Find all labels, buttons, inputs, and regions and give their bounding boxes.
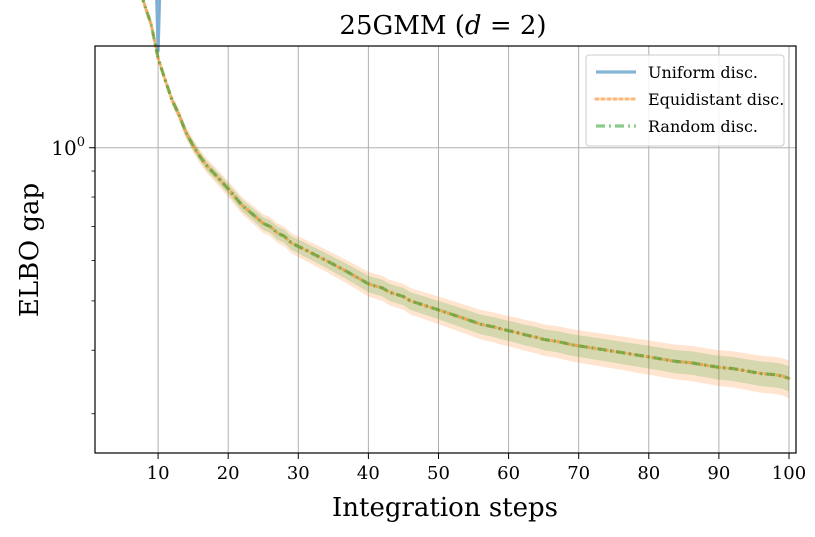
plot-frame [94,45,797,454]
legend: Uniform disc. Equidistant disc. Random dis… [585,54,785,147]
chart-title-prefix: 25GMM ( [339,11,465,41]
chart-title: 25GMM (d = 2) [339,11,546,41]
x-tick-label: 90 [707,463,730,484]
chart-title-variable: d [465,11,482,41]
x-tick-label: 60 [497,463,520,484]
y-axis-ticks: 100101 [51,135,95,415]
x-tick-label: 30 [287,463,310,484]
x-tick-label: 50 [427,463,450,484]
grid-lines [95,46,796,453]
y-tick-label: 100 [51,135,85,160]
x-tick-label: 40 [357,463,380,484]
y-axis-label: ELBO gap [15,183,45,317]
random-disc-line [141,0,790,380]
x-tick-label: 10 [147,463,170,484]
series-lines [141,0,791,380]
legend-label-equidistant-disc: Equidistant disc. [648,90,784,109]
random-disc-band [142,0,789,392]
y-tick-base: 10 [51,136,76,160]
legend-label-uniform-disc: Uniform disc. [648,63,758,82]
y-tick-exponent: 0 [77,135,85,150]
legend-label-random-disc: Random disc. [648,117,758,136]
legend-box [585,54,785,147]
chart-title-suffix: = 2) [482,11,547,41]
x-tick-label: 80 [637,463,660,484]
x-tick-label: 100 [772,463,806,484]
x-axis-ticks: 10 20 30 40 50 60 70 80 90 100 [147,453,806,484]
x-tick-label: 20 [217,463,240,484]
x-axis-label: Integration steps [332,493,558,523]
x-tick-label: 70 [567,463,590,484]
